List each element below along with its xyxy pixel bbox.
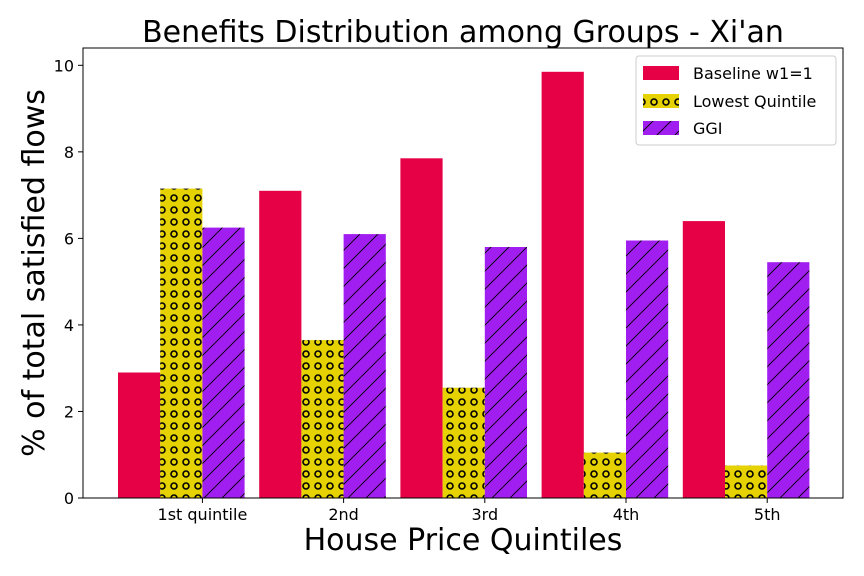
bar-series-1-category-1 xyxy=(301,340,344,498)
x-tick-label-2: 3rd xyxy=(471,505,498,524)
legend-swatch-ggi xyxy=(643,121,679,135)
bar-series-2-category-1 xyxy=(343,234,386,498)
x-tick-label-3: 4th xyxy=(613,505,640,524)
bar-series-1-category-2 xyxy=(442,387,485,498)
bar-series-0-category-1 xyxy=(259,190,302,499)
bar-series-2-category-0 xyxy=(202,227,245,498)
legend-label-ggi: GGI xyxy=(693,119,723,138)
bars-group xyxy=(118,71,810,499)
bar-series-0-category-0 xyxy=(118,372,161,498)
y-tick-label-1: 2 xyxy=(64,402,74,421)
y-tick-label-0: 0 xyxy=(64,489,74,508)
bar-series-2-category-2 xyxy=(484,247,527,498)
bar-series-0-category-3 xyxy=(541,71,584,499)
bar-series-1-category-4 xyxy=(725,465,768,498)
y-tick-label-5: 10 xyxy=(54,56,74,75)
y-axis-ticks: 0 2 4 6 8 10 xyxy=(54,56,83,508)
legend-label-lowest-quintile: Lowest Quintile xyxy=(693,92,816,111)
legend-swatch-lowest-quintile xyxy=(643,94,679,108)
plot-frame xyxy=(82,47,844,499)
y-tick-label-4: 8 xyxy=(64,143,74,162)
y-axis-label: % of total satisfied flows xyxy=(17,89,52,457)
x-tick-label-0: 1st quintile xyxy=(158,505,248,524)
bar-series-2-category-4 xyxy=(767,262,810,498)
bar-series-1-category-0 xyxy=(160,188,203,498)
legend: Baseline w1=1 Lowest Quintile GGI xyxy=(635,55,837,146)
x-tick-label-1: 2nd xyxy=(328,505,358,524)
legend-label-baseline: Baseline w1=1 xyxy=(693,64,813,83)
y-tick-label-2: 4 xyxy=(64,316,74,335)
y-tick-label-3: 6 xyxy=(64,229,74,248)
bar-series-1-category-3 xyxy=(583,452,626,498)
legend-swatch-baseline xyxy=(643,66,679,80)
x-axis-label: House Price Quintiles xyxy=(304,523,623,558)
bar-series-0-category-2 xyxy=(400,158,443,499)
bar-series-0-category-4 xyxy=(682,221,725,498)
x-axis-ticks: 1st quintile 2nd 3rd 4th 5th xyxy=(158,498,781,524)
legend-frame xyxy=(635,55,837,146)
bar-series-2-category-3 xyxy=(626,240,669,498)
chart-title: Benefits Distribution among Groups - Xi'… xyxy=(142,15,784,50)
x-tick-label-4: 5th xyxy=(754,505,781,524)
